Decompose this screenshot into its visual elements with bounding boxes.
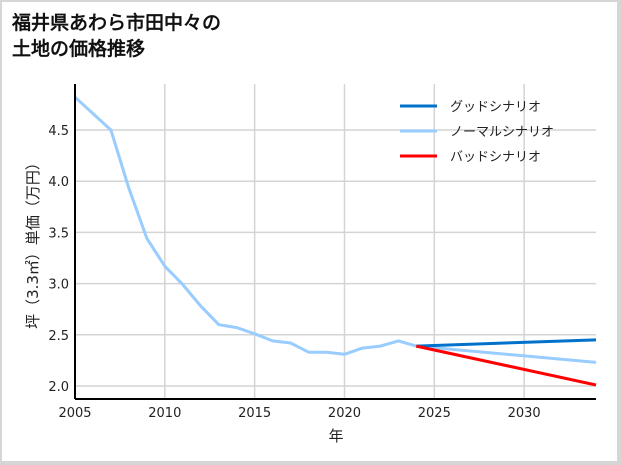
x-tick-label: 2005 [58,406,91,421]
legend-label: グッドシナリオ [450,100,541,115]
x-tick-label: 2020 [328,406,361,421]
y-tick-label: 2.0 [48,380,69,395]
x-tick-label: 2015 [238,406,271,421]
x-tick-label: 2010 [148,406,181,421]
y-tick-label: 3.5 [48,226,69,241]
x-tick-label: 2025 [418,406,451,421]
legend-label: ノーマルシナリオ [450,125,554,140]
y-tick-label: 2.5 [48,329,69,344]
y-tick-label: 4.0 [48,175,69,190]
y-axis-label: 坪（3.3㎡）単価（万円） [24,155,42,329]
y-tick-label: 4.5 [48,124,69,139]
chart-frame [2,2,617,461]
axes [74,84,596,400]
data-series [73,96,597,387]
y-tick-label: 3.0 [48,278,69,293]
series-line [73,96,597,364]
x-axis-label: 年 [328,427,343,445]
legend-label: バッドシナリオ [450,150,541,165]
tick-labels: 2005 2010 2015 2020 2025 2030 2.0 2.5 3.0 3.5 4.0 4… [48,124,540,421]
series-line [416,338,597,348]
series-line [415,344,597,387]
chart-title: 福井県あわら市田中々の 土地の価格推移 [12,12,222,60]
x-tick-label: 2030 [508,406,541,421]
